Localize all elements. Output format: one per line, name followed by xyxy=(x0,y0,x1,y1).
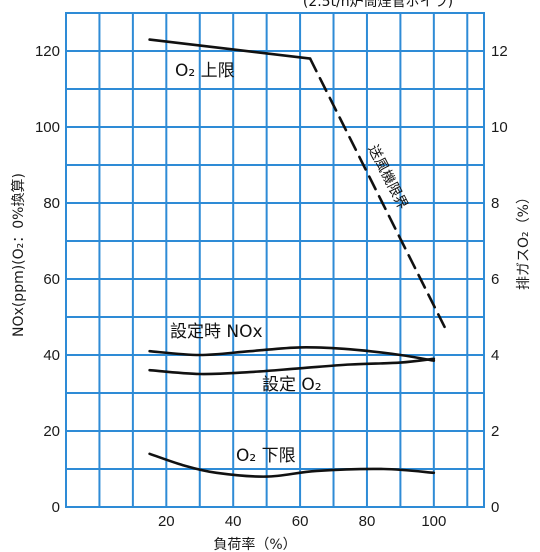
y-right-tick-label: 10 xyxy=(491,119,508,136)
grid xyxy=(66,13,484,507)
plot-frame xyxy=(65,12,485,508)
x-tick-label: 40 xyxy=(225,513,242,530)
y-left-tick-label: 100 xyxy=(35,119,60,136)
series-line-3 xyxy=(148,357,436,376)
y-right-tick-label: 2 xyxy=(491,423,499,440)
series-layer xyxy=(148,38,449,478)
plot-area xyxy=(65,12,485,508)
y-right-tick-label: 0 xyxy=(491,499,499,516)
y-right-axis-ticks: 0 2 4 6 8 10 12 xyxy=(491,43,508,516)
y-right-tick-label: 8 xyxy=(491,195,499,212)
x-axis-title: 負荷率（%） xyxy=(213,536,296,552)
y-left-tick-label: 20 xyxy=(43,423,60,440)
x-tick-label: 60 xyxy=(292,513,309,530)
y-left-tick-label: 120 xyxy=(35,43,60,60)
chart-subtitle: (2.5t/h炉筒煙管ボイラ) xyxy=(303,0,453,10)
label-o2-upper: O₂ 上限 xyxy=(175,61,235,81)
y-right-tick-label: 12 xyxy=(491,43,508,60)
y-left-tick-label: 80 xyxy=(43,195,60,212)
y-left-tick-label: 60 xyxy=(43,271,60,288)
y-left-tick-label: 0 xyxy=(52,499,60,516)
y-right-axis-title: 排ガスO₂（%） xyxy=(516,190,532,290)
y-right-tick-label: 4 xyxy=(491,347,499,364)
label-nox-set: 設定時 NOx xyxy=(170,322,263,342)
x-axis-ticks: 20 40 60 80 100 xyxy=(158,513,446,530)
label-o2-lower: O₂ 下限 xyxy=(236,446,296,466)
y-left-axis-title: NOx(ppm)(O₂：0%換算) xyxy=(11,173,27,337)
x-tick-label: 100 xyxy=(421,513,446,530)
x-tick-label: 20 xyxy=(158,513,175,530)
label-o2-set: 設定 O₂ xyxy=(262,375,322,395)
series-line-2 xyxy=(148,346,436,362)
series-line-1 xyxy=(308,57,449,334)
series-line-0 xyxy=(148,38,312,60)
series-line-4 xyxy=(148,452,436,478)
x-tick-label: 80 xyxy=(359,513,376,530)
y-left-tick-label: 40 xyxy=(43,347,60,364)
y-right-tick-label: 6 xyxy=(491,271,499,288)
y-left-axis-ticks: 0 20 40 60 80 100 120 xyxy=(35,43,60,516)
